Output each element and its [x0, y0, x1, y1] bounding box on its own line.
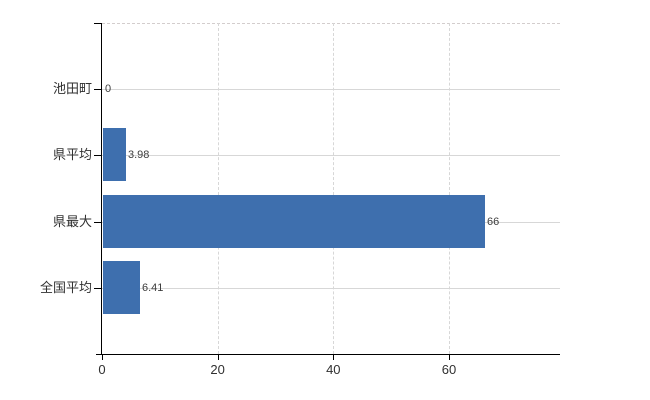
gridline-horizontal: [102, 287, 560, 289]
category-label: 池田町: [52, 81, 92, 97]
gridline-horizontal: [102, 155, 560, 157]
x-axis-tick: [333, 355, 335, 360]
y-axis-tick: [94, 287, 102, 289]
category-label: 全国平均: [39, 279, 92, 295]
y-axis: [101, 23, 102, 354]
bar: [103, 128, 126, 182]
bar: [103, 194, 485, 248]
x-tick-label: 60: [441, 362, 457, 377]
bar-value-label: 3.98: [128, 149, 150, 162]
x-tick-label: 20: [210, 362, 225, 377]
x-axis-tick: [217, 355, 219, 360]
gridline-vertical: [217, 23, 219, 354]
bar-value-label: 66: [487, 215, 500, 228]
x-axis-tick: [448, 355, 450, 360]
y-axis-tick: [94, 89, 102, 91]
y-axis-end-tick: [94, 23, 102, 24]
gridline-vertical: [333, 23, 335, 354]
x-tick-label: 0: [98, 362, 106, 377]
x-axis-tick: [102, 355, 103, 360]
plot-top-border: [102, 23, 560, 24]
x-axis: [96, 354, 560, 355]
gridline-vertical: [448, 23, 450, 354]
gridline-horizontal: [102, 89, 560, 91]
bar-value-label: 6.41: [142, 281, 164, 294]
category-label: 県平均: [52, 147, 92, 163]
y-axis-tick: [94, 221, 102, 223]
bar: [103, 260, 140, 314]
x-tick-label: 40: [326, 362, 341, 377]
bar-value-label: 0: [105, 83, 112, 96]
y-axis-tick: [94, 155, 102, 157]
category-label: 県最大: [52, 213, 92, 229]
